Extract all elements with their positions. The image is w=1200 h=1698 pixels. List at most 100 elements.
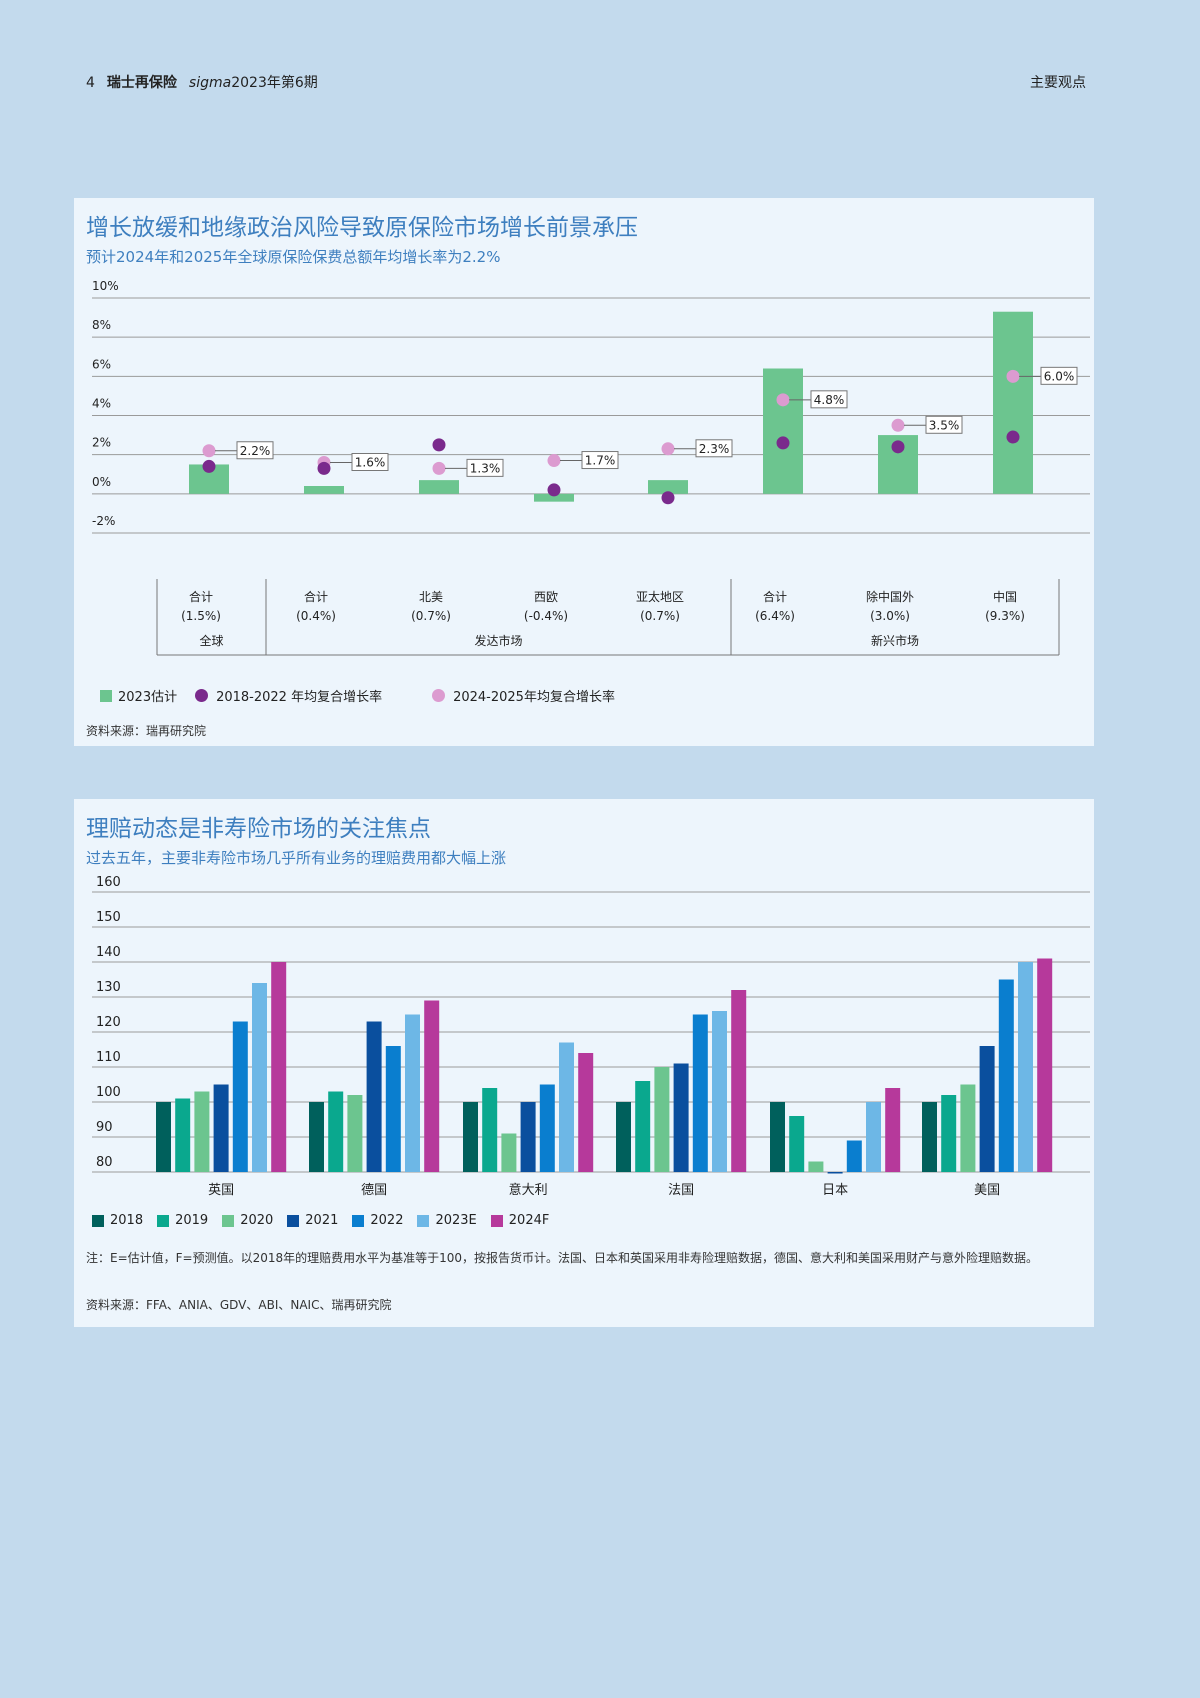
legend-swatch-bar <box>100 689 112 702</box>
data-label-box-2 <box>466 458 504 477</box>
data-label-box-4 <box>695 439 733 458</box>
y-tick-label: 100 <box>96 1085 121 1100</box>
growth-chart: -2% 0% 2% 4% 6% 8% 10% 2.2% 1.6% 1.3% 1.7% 2.3% 4.8%… <box>92 279 1090 656</box>
bar-2023-1 <box>304 486 344 494</box>
bar-2022-5 <box>998 979 1014 1172</box>
category-value: (0.7%) <box>411 609 451 623</box>
chart1-source: 资料来源：瑞再研究院 <box>86 724 207 738</box>
chart2-legend: 2018 2019 2020 2021 2022 2023E 2024F <box>92 1213 563 1228</box>
category-label: 北美 <box>419 590 443 604</box>
bar-2024F-2 <box>578 1053 594 1172</box>
bar-2023-4 <box>648 480 688 494</box>
bar-2019-0 <box>175 1098 191 1172</box>
category-label: 合计 <box>304 589 328 604</box>
bar-2023E-0 <box>252 983 267 1172</box>
y-tick-label: 120 <box>96 1015 121 1030</box>
legend-label: 2018 <box>110 1213 144 1228</box>
brand-name: 瑞士再保险 <box>106 75 177 91</box>
page-header: 4 瑞士再保险 sigma2023年第6期 主要观点 <box>86 72 1086 96</box>
y-tick-label: 140 <box>96 945 121 960</box>
bar-2019-4 <box>789 1116 805 1172</box>
legend-dot-light <box>432 689 446 702</box>
category-label: 日本 <box>822 1183 848 1198</box>
data-label-box-3 <box>581 451 619 470</box>
legend-swatch <box>417 1214 430 1227</box>
legend-dot-dark <box>195 689 209 702</box>
bar-2024F-1 <box>424 1000 440 1172</box>
dot-2024-2025-0 <box>202 444 216 458</box>
group-label: 新兴市场 <box>871 633 919 648</box>
chart2-subtitle: 过去五年，主要非寿险市场几乎所有业务的理赔费用都大幅上涨 <box>86 849 507 867</box>
legend-swatch <box>287 1214 300 1227</box>
legend-item-2023: 2023估计 <box>100 686 177 705</box>
y-tick-label: 80 <box>96 1155 113 1170</box>
data-label-box-0 <box>236 441 274 460</box>
data-label-box-1 <box>351 453 389 471</box>
group-label: 发达市场 <box>474 633 522 648</box>
category-value: (9.3%) <box>985 609 1025 623</box>
bar-2022-3 <box>692 1014 708 1172</box>
legend-label: 2021 <box>305 1213 339 1228</box>
category-label: 西欧 <box>534 590 558 604</box>
bar-2018-4 <box>770 1102 785 1172</box>
bar-2018-5 <box>922 1102 937 1172</box>
y-tick-label: 130 <box>96 980 121 995</box>
category-label: 英国 <box>208 1183 234 1198</box>
bar-2024F-5 <box>1037 958 1053 1172</box>
data-label: 2.2% <box>240 444 271 458</box>
data-label-box-7 <box>1040 366 1078 385</box>
dot-2018-2022-2 <box>432 438 446 452</box>
legend-item: 2018 <box>92 1213 143 1228</box>
bar-2019-5 <box>941 1095 957 1172</box>
category-value: (-0.4%) <box>524 609 568 623</box>
bar-2018-1 <box>309 1102 324 1172</box>
dot-2024-2025-2 <box>432 461 446 475</box>
legend-label: 2020 <box>240 1213 274 1228</box>
growth-chart-panel: 增长放缓和地缘政治风险导致原保险市场增长前景承压 预计2024年和2025年全球… <box>74 198 1094 746</box>
data-label: 2.3% <box>699 442 730 456</box>
chart1-title: 增长放缓和地缘政治风险导致原保险市场增长前景承压 <box>86 215 638 241</box>
dot-2024-2025-4 <box>661 442 675 456</box>
legend-label-bar: 2023估计 <box>118 690 178 705</box>
y-tick-label: 4% <box>92 397 111 411</box>
bar-2023E-2 <box>559 1042 574 1172</box>
bar-2020-3 <box>654 1067 670 1172</box>
y-tick-label: 0% <box>92 475 111 489</box>
bar-2021-3 <box>673 1063 689 1172</box>
legend-label: 2022 <box>370 1213 404 1228</box>
legend-swatch <box>352 1214 365 1227</box>
bar-2023E-4 <box>866 1102 881 1172</box>
y-tick-label: 110 <box>96 1050 121 1065</box>
category-label: 合计 <box>189 589 213 604</box>
bar-2023-2 <box>419 480 459 494</box>
bar-2023E-3 <box>712 1011 727 1172</box>
y-tick-label: 90 <box>96 1120 113 1135</box>
bar-2020-5 <box>960 1084 976 1172</box>
chart1-subtitle: 预计2024年和2025年全球原保险保费总额年均增长率为2.2% <box>86 248 501 266</box>
bar-2020-1 <box>347 1095 363 1172</box>
bar-2021-5 <box>979 1046 995 1172</box>
dot-2018-2022-1 <box>317 461 331 475</box>
bar-2023-7 <box>993 311 1033 494</box>
bar-2022-4 <box>846 1140 862 1172</box>
category-label: 德国 <box>361 1183 387 1198</box>
bar-2018-0 <box>156 1102 171 1172</box>
dot-2018-2022-7 <box>1006 430 1020 444</box>
data-label: 6.0% <box>1044 369 1075 383</box>
legend-item-2024-2025: 2024-2025年均复合增长率 <box>432 686 615 705</box>
data-label: 1.6% <box>355 456 386 470</box>
data-label: 3.5% <box>929 418 960 432</box>
claims-chart: 80 90 100 110 120 130 140 150 160 英国 德国 意大利 法国 日本 美国 <box>92 875 1090 1198</box>
bar-2022-0 <box>232 1021 248 1172</box>
category-label: 意大利 <box>509 1182 548 1198</box>
legend-label: 2024F <box>508 1213 550 1228</box>
bar-2019-3 <box>635 1081 651 1172</box>
legend-item: 2020 <box>222 1213 273 1228</box>
group-label: 全球 <box>199 633 223 648</box>
bar-2024F-3 <box>731 990 747 1172</box>
bar-2022-2 <box>539 1084 555 1172</box>
bar-2023E-5 <box>1018 962 1033 1172</box>
legend-item: 2023E <box>417 1213 477 1228</box>
issue-label: 2023年第6期 <box>231 75 318 91</box>
legend-item: 2021 <box>287 1213 338 1228</box>
